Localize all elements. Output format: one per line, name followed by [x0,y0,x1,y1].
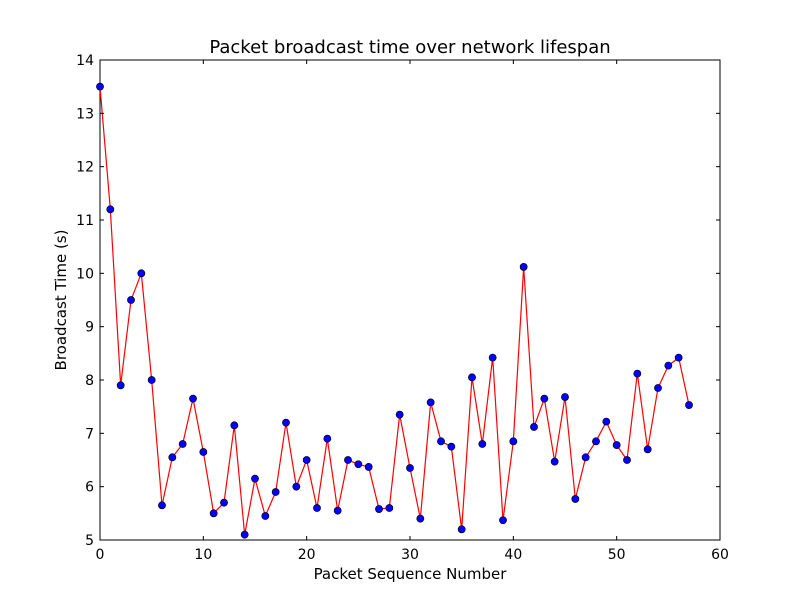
data-point [189,394,197,403]
data-point [664,361,673,370]
data-point [447,442,456,451]
y-tick-label: 11 [76,213,94,229]
data-point [137,269,146,278]
y-tick-label: 12 [76,160,94,176]
y-tick-label: 7 [85,426,94,442]
data-point [406,464,414,472]
series-line [99,86,690,535]
y-tick-label: 9 [85,320,94,336]
y-tick-label: 5 [85,533,94,549]
data-point [602,417,611,426]
data-point [385,504,394,512]
y-tick-label: 8 [85,373,94,389]
x-axis-label: Packet Sequence Number [314,565,508,583]
x-tick-label: 10 [194,547,212,563]
data-point [220,498,228,507]
data-point [654,384,662,392]
data-point [592,437,600,446]
data-point [302,456,311,464]
x-tick-label: 60 [711,547,729,563]
data-point [550,457,559,466]
y-tick-label: 13 [76,106,94,122]
data-point [457,525,466,534]
data-point [364,463,373,471]
x-tick-label: 20 [298,547,316,563]
data-point [437,437,445,446]
data-point [581,453,590,462]
data-point [96,82,104,91]
data-point [127,296,135,304]
data-point [499,516,507,525]
data-point [344,456,352,464]
data-point [426,398,435,407]
data-point [674,353,683,362]
data-point [395,410,404,419]
x-tick-label: 40 [504,547,522,563]
data-point [199,448,208,456]
data-point [375,505,383,513]
data-point [261,512,270,520]
data-point [271,488,280,496]
data-point [561,393,569,401]
data-point [612,441,621,449]
data-point [251,474,259,483]
y-tick-label: 6 [85,480,94,496]
data-point [168,453,177,462]
y-tick-label: 10 [76,266,94,282]
data-point [478,440,487,448]
data-point [178,440,187,448]
data-point [488,353,497,362]
data-point [685,401,693,409]
data-point [623,456,631,464]
data-point [240,530,249,539]
x-tick-label: 30 [401,547,419,563]
data-point [333,506,342,515]
data-point [530,423,538,431]
y-axis-label: Broadcast Time (s) [52,230,70,371]
data-point [643,445,652,454]
data-point [147,376,156,384]
x-tick-label: 50 [608,547,626,563]
data-point [416,514,425,523]
data-point [468,373,476,382]
y-axis: 5 6 7 8 9 10 11 12 13 14 [76,53,720,549]
data-point [313,504,321,512]
data-point [209,509,218,518]
chart-title: Packet broadcast time over network lifes… [209,37,610,58]
data-point [509,437,518,446]
data-point [571,495,580,503]
data-point [292,482,301,491]
data-point [540,394,549,403]
data-point [106,205,115,214]
data-point [519,263,528,271]
data-point [282,418,290,427]
x-tick-label: 0 [96,547,105,563]
data-point [230,421,239,430]
data-point [323,434,332,443]
data-point [354,460,363,469]
y-tick-label: 14 [76,53,94,69]
data-point [116,381,125,390]
data-point [633,369,642,378]
data-point [158,501,166,510]
x-axis: 0 10 20 30 40 50 60 [96,60,729,563]
plot-area [96,59,721,541]
